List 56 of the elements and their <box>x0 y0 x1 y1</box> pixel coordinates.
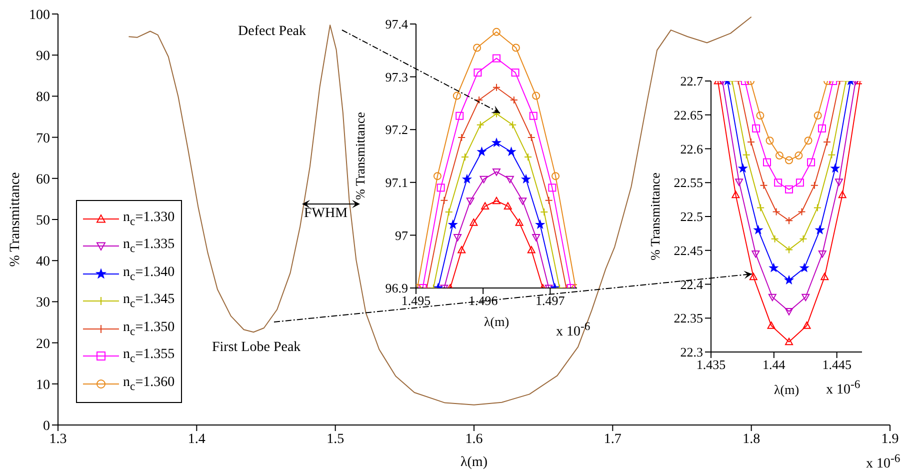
y-tick-label: 22.65 <box>674 107 703 122</box>
x-tick-label: 1.7 <box>604 432 622 447</box>
x-tick-label: 1.445 <box>822 357 852 372</box>
x-axis-title: λ(m) <box>484 314 510 329</box>
y-axis-title: % Transmittance <box>8 172 23 267</box>
y-tick-label: 96.9 <box>385 280 408 296</box>
x-tick-label: 1.6 <box>465 432 483 447</box>
x-tick-label: 1.3 <box>49 432 67 447</box>
legend-label: n$_{c}$=1.350 <box>123 320 175 338</box>
annotation: Defect Peak <box>238 24 306 40</box>
y-tick-label: 97.3 <box>385 69 408 84</box>
text: x 10$^{-6}$ <box>866 452 900 473</box>
legend-label: n$_{c}$=1.355 <box>123 347 175 366</box>
x-tick-label: 1.435 <box>696 357 726 372</box>
y-tick-label: 100 <box>29 8 50 23</box>
x-tick-label: 1.4 <box>188 432 206 447</box>
y-tick-label: 70 <box>36 131 50 146</box>
y-tick-label: 10 <box>36 378 50 393</box>
legend-label: n$_{c}$=1.330 <box>123 210 175 228</box>
legend-label: n$_{c}$=1.340 <box>123 264 175 283</box>
annotation: First Lobe Peak <box>212 340 301 356</box>
y-tick-label: 22.3 <box>680 344 703 360</box>
y-axis-title: % Transmittance <box>648 172 663 260</box>
y-tick-label: 22.7 <box>680 74 704 89</box>
y-tick-label: 22.4 <box>680 276 704 292</box>
x-tick-label: 1.497 <box>536 293 566 308</box>
y-tick-label: 80 <box>36 90 50 106</box>
x-tick-label: 1.5 <box>326 432 344 447</box>
legend-label: n$_{c}$=1.345 <box>123 292 175 310</box>
x-tick-label: 1.44 <box>762 357 786 372</box>
y-tick-label: 90 <box>36 49 50 64</box>
y-tick-label: 22.5 <box>680 209 703 224</box>
x-axis-title: λ(m) <box>774 382 800 397</box>
annotation: x 10$^{-6}$ <box>826 378 860 399</box>
y-tick-label: 60 <box>36 172 50 188</box>
legend-label: n$_{c}$=1.360 <box>123 374 175 393</box>
y-tick-label: 22.55 <box>674 175 703 190</box>
y-tick-label: 20 <box>36 336 50 352</box>
x-tick-label: 1.8 <box>742 432 760 447</box>
y-tick-label: 22.6 <box>680 141 704 156</box>
y-tick-label: 40 <box>36 254 50 270</box>
y-tick-label: 0 <box>43 418 50 434</box>
y-tick-label: 97 <box>395 228 408 243</box>
x-tick-label: 1.9 <box>881 432 899 447</box>
legend-label: n$_{c}$=1.335 <box>123 237 175 256</box>
y-tick-label: 97.1 <box>385 175 408 190</box>
y-tick-label: 22.45 <box>674 242 703 258</box>
x-axis-title: λ(m) <box>460 455 488 470</box>
y-tick-label: 30 <box>36 296 50 311</box>
x-tick-label: 1.495 <box>401 293 431 308</box>
y-tick-label: 50 <box>36 213 50 228</box>
y-tick-label: 97.2 <box>385 122 408 138</box>
annotation: FWHM <box>304 206 348 222</box>
y-tick-label: 22.35 <box>674 310 703 326</box>
y-axis-title: % Transmittance <box>352 112 368 200</box>
y-tick-label: 97.4 <box>385 16 408 32</box>
